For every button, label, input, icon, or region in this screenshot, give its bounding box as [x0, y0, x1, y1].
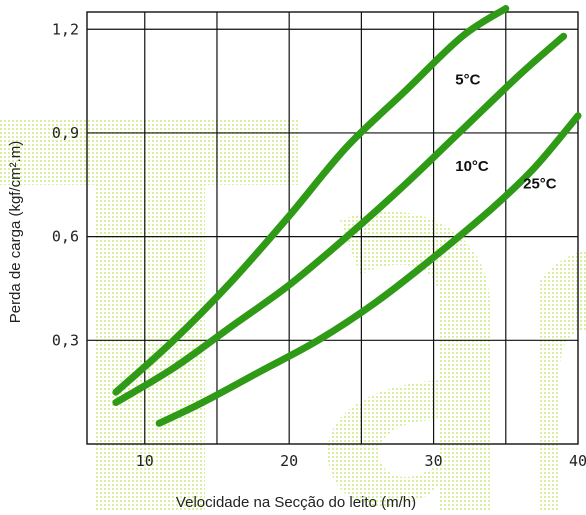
y-tick-label-0-6: 0,6 — [52, 228, 79, 246]
background-watermark — [0, 120, 586, 510]
watermark-letter-extra — [540, 250, 586, 510]
series-line-5c — [112, 5, 510, 396]
x-tick-label-10: 10 — [136, 452, 154, 470]
y-tick-label-0-9: 0,9 — [52, 124, 79, 142]
plot-frame — [86, 11, 579, 445]
x-axis-label: Velocidade na Secção do leito (m/h) — [176, 494, 416, 511]
watermark-letter-a — [327, 211, 490, 510]
x-tick-label-30: 30 — [425, 452, 443, 470]
series-layer — [112, 5, 582, 427]
series-label-25c: 25°C — [523, 175, 557, 192]
series-label-5c: 5°C — [455, 72, 480, 89]
watermark-letter-t — [0, 120, 300, 510]
y-axis-label: Perda de carga (kgf/cm².m) — [7, 141, 24, 324]
x-tick-label-20: 20 — [280, 452, 298, 470]
x-tick-label-40: 40 — [569, 452, 586, 470]
label-layer: 5°C 10°C 25°C — [455, 72, 557, 193]
series-label-10c: 10°C — [455, 158, 489, 175]
series-line-25c — [155, 112, 582, 427]
chart-grid: 10 20 30 40 0,3 0,6 0,9 1,2 — [52, 11, 586, 470]
series-line-10c — [112, 32, 568, 406]
y-tick-label-0-3: 0,3 — [52, 331, 79, 349]
y-tick-label-1-2: 1,2 — [52, 20, 79, 38]
